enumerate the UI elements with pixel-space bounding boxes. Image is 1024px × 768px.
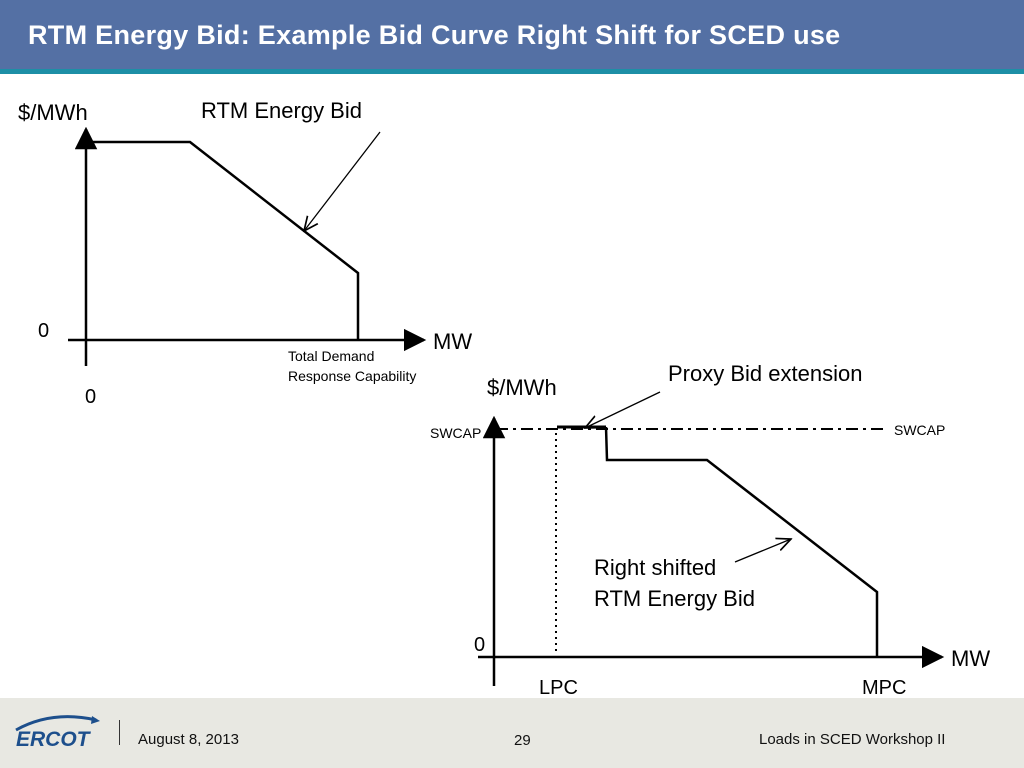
swcap-right-label: SWCAP xyxy=(894,422,945,438)
d1-end-label-line1: Total Demand xyxy=(288,348,374,364)
proxy-bid-label: Proxy Bid extension xyxy=(668,361,862,386)
diagram-1: $/MWh RTM Energy Bid 0 MW Total Demand R… xyxy=(18,98,472,408)
d1-end-label-line2: Response Capability xyxy=(288,368,416,384)
d2-bid-curve xyxy=(604,426,879,657)
slide-title: RTM Energy Bid: Example Bid Curve Right … xyxy=(28,20,841,50)
d2-curve-label-line2: RTM Energy Bid xyxy=(594,586,755,611)
swcap-left-label: SWCAP xyxy=(430,425,481,441)
proxy-pointer-arrow xyxy=(585,391,661,428)
d2-y-axis-label: $/MWh xyxy=(487,375,557,400)
d1-x-axis-label: MW xyxy=(433,329,472,354)
d1-curve-label: RTM Energy Bid xyxy=(201,98,362,123)
d1-zero-y: 0 xyxy=(38,320,49,342)
page-number: 29 xyxy=(514,732,531,749)
curve-pointer-arrow xyxy=(734,539,791,563)
d1-y-axis-label: $/MWh xyxy=(18,100,88,125)
footer-separator xyxy=(119,720,120,745)
d2-zero-y: 0 xyxy=(474,634,485,656)
bid-curve-diagram: $/MWh RTM Energy Bid 0 MW Total Demand R… xyxy=(18,98,990,698)
d2-curve-label-line1: Right shifted xyxy=(594,555,716,580)
d2-x-axis-label: MW xyxy=(951,646,990,671)
d1-bid-curve xyxy=(90,140,360,340)
footer-date: August 8, 2013 xyxy=(138,731,239,748)
mpc-label: MPC xyxy=(862,677,906,698)
d1-zero-x: 0 xyxy=(85,386,96,408)
lpc-label: LPC xyxy=(539,677,578,698)
title-bar: RTM Energy Bid: Example Bid Curve Right … xyxy=(0,0,1024,74)
logo-text: ERCOT xyxy=(16,728,92,751)
diagram-2: $/MWh Proxy Bid extension SWCAP SWCAP Ri… xyxy=(430,361,990,698)
footer: ERCOT August 8, 2013 29 Loads in SCED Wo… xyxy=(0,698,1024,768)
ercot-logo: ERCOT xyxy=(15,715,100,751)
d1-curve-pointer-arrow xyxy=(304,131,381,231)
footer-event: Loads in SCED Workshop II xyxy=(759,731,946,748)
